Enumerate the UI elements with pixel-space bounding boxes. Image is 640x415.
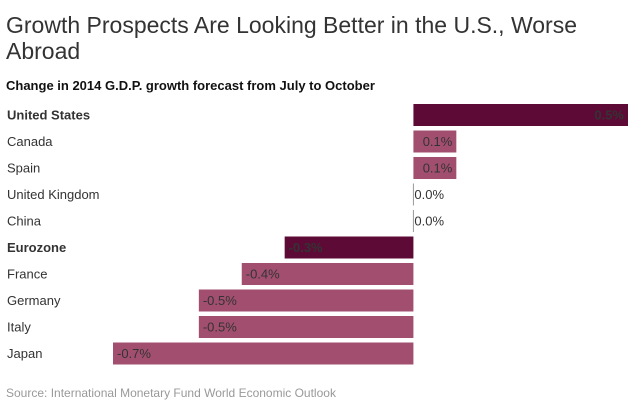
bar [413, 157, 457, 179]
bar [412, 210, 414, 232]
category-label: Italy [7, 319, 31, 334]
source-note: Source: International Monetary Fund Worl… [6, 386, 336, 400]
bar [413, 130, 457, 153]
bar [198, 289, 414, 312]
chart-subtitle: Change in 2014 G.D.P. growth forecast fr… [6, 78, 375, 93]
bar [241, 263, 414, 285]
category-label: Eurozone [7, 240, 66, 255]
value-label: 0.1% [423, 134, 453, 149]
value-label: 0.5% [594, 107, 624, 122]
chart: United States 0.5% Canada 0.1% Spain 0.1% Unit… [7, 104, 628, 365]
chart-title: Growth Prospects Are Looking Better in t… [6, 12, 578, 64]
category-label: Germany [7, 293, 61, 308]
bar [198, 316, 414, 338]
bar [412, 183, 414, 206]
category-label: United States [7, 107, 90, 122]
value-label: -0.3% [289, 240, 323, 255]
category-label: France [7, 266, 47, 281]
category-label: Spain [7, 160, 40, 175]
value-label: 0.0% [414, 213, 444, 228]
value-label: 0.0% [414, 187, 444, 202]
category-label: Japan [7, 346, 42, 361]
category-label: United Kingdom [7, 187, 100, 202]
bar [113, 342, 414, 365]
category-label: China [7, 213, 42, 228]
value-label: 0.1% [423, 160, 453, 175]
value-label: -0.4% [246, 266, 280, 281]
value-label: -0.5% [203, 319, 237, 334]
bar [284, 236, 414, 259]
value-label: -0.5% [203, 293, 237, 308]
category-label: Canada [7, 134, 53, 149]
bar [413, 104, 628, 126]
value-label: -0.7% [117, 346, 151, 361]
